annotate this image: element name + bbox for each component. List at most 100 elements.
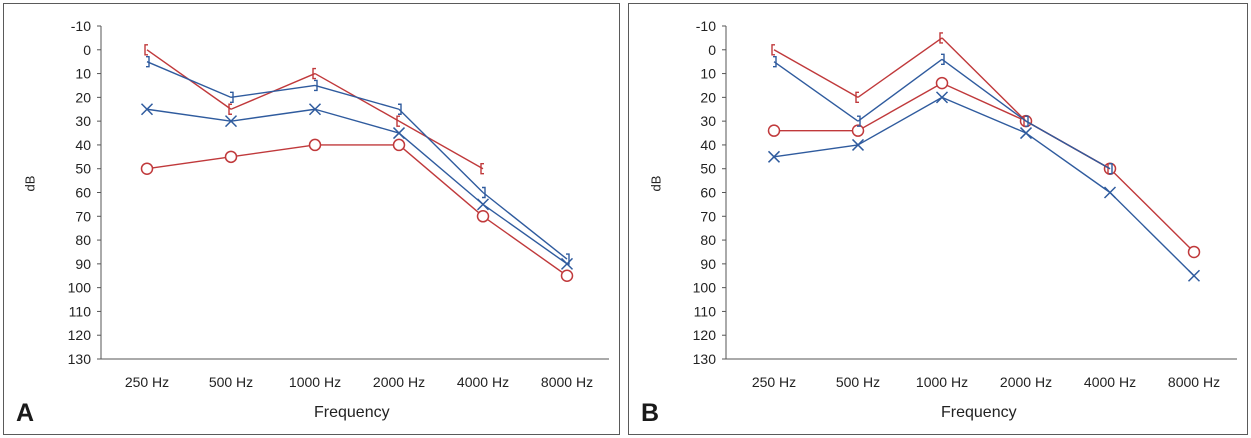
series-line-segment (230, 84, 316, 99)
bracket-right-marker (1109, 163, 1113, 175)
x-marker-stroke (1187, 269, 1201, 282)
x-axis-label-a: Frequency (314, 404, 390, 421)
y-tick-label: 110 (69, 303, 92, 319)
x-marker (140, 103, 154, 116)
x-marker (1103, 186, 1117, 199)
x-marker-stroke (392, 127, 406, 140)
y-tick-label: 0 (708, 42, 716, 58)
series-line-segment (1025, 120, 1111, 170)
bracket-left-marker (480, 163, 484, 175)
bracket-left-marker (144, 44, 148, 56)
circle-marker (224, 150, 238, 164)
series-line-segment (146, 61, 232, 99)
y-tick-label: 60 (75, 185, 91, 201)
x-marker-stroke (1019, 127, 1033, 140)
x-marker-stroke (476, 198, 490, 211)
series-line-segment (857, 82, 943, 132)
bracket-right-marker (482, 186, 486, 199)
panel-letter-b: B (641, 399, 660, 427)
series-line-segment (1109, 168, 1195, 253)
bracket-right-marker (314, 79, 318, 92)
circle-marker (767, 124, 781, 137)
y-tick-label: 10 (700, 66, 716, 82)
series-line-segment (1109, 192, 1195, 277)
x-tick-label: 8000 Hz (1168, 374, 1220, 390)
y-tick-label: 0 (83, 42, 91, 58)
x-marker (392, 127, 406, 140)
bracket-right-marker (941, 53, 945, 65)
bracket-left-marker (855, 91, 859, 104)
y-tick-label: 50 (75, 161, 91, 177)
bracket-left-marker (396, 115, 400, 127)
y-tick-label: 130 (693, 351, 717, 367)
y-tick-label: 100 (68, 280, 92, 296)
y-tick-label: 130 (68, 351, 92, 367)
y-tick-label: 20 (75, 89, 91, 105)
y-tick-label: 60 (700, 185, 716, 201)
y-tick-label: 50 (700, 161, 716, 177)
series-line-segment (314, 108, 400, 134)
series-line-segment (773, 144, 859, 158)
series-line-segment (482, 215, 568, 277)
circle-marker (851, 124, 865, 137)
y-tick-label: 30 (700, 113, 716, 129)
y-tick-label: 80 (75, 232, 91, 248)
bracket-right-marker (146, 55, 150, 68)
y-tick-label: 40 (75, 137, 91, 153)
y-axis-label-a: dB (22, 175, 38, 192)
x-marker-stroke (935, 91, 949, 104)
y-tick-label: 100 (693, 280, 717, 296)
bracket-right-marker (773, 55, 777, 68)
panel-letter-a: A (16, 399, 35, 427)
series-line-segment (857, 58, 943, 122)
x-tick-label: 500 Hz (836, 374, 880, 390)
x-marker-stroke (851, 138, 865, 151)
bracket-right-marker (566, 253, 570, 265)
y-tick-label: 90 (700, 256, 716, 272)
x-marker-stroke (224, 115, 238, 128)
series-line-segment (1025, 132, 1111, 194)
series-line-segment (941, 82, 1027, 122)
x-marker (308, 103, 322, 116)
y-tick-label: 110 (694, 303, 717, 319)
audiogram-chart-b: -10 0 10 20 30 40 50 60 70 80 90 100 110 120 130 250 Hz… (693, 18, 1237, 390)
y-tick-label: 120 (68, 327, 92, 343)
series-line-segment (146, 156, 232, 170)
series-line-segment (314, 84, 400, 110)
circle-marker (935, 76, 949, 90)
x-marker (851, 138, 865, 151)
series-line-segment (482, 191, 568, 260)
series-line-segment (482, 203, 568, 265)
series-line-segment (773, 49, 859, 98)
y-tick-label: -10 (71, 18, 91, 34)
x-marker-stroke (308, 103, 322, 116)
bracket-left-marker (312, 67, 316, 80)
series-line-segment (146, 108, 232, 122)
bracket-right-marker (230, 91, 234, 104)
x-tick-label: 4000 Hz (457, 374, 509, 390)
bracket-left-marker (228, 103, 232, 115)
bracket-right-marker (857, 115, 861, 127)
x-marker (1019, 127, 1033, 140)
series-line-segment (941, 58, 1027, 122)
bracket-right-marker (398, 103, 402, 115)
chart-panel-a: -10 0 10 20 30 40 50 60 70 80 90 100 110 120 130 250 Hz… (3, 3, 620, 435)
series-line-segment (398, 120, 484, 170)
x-marker (767, 150, 781, 163)
series-line-segment (230, 108, 316, 122)
x-tick-label: 2000 Hz (373, 374, 425, 390)
y-tick-label: 20 (700, 89, 716, 105)
circle-marker (392, 138, 406, 152)
y-tick-label: 70 (700, 208, 716, 224)
bracket-left-marker (771, 44, 775, 56)
y-tick-label: 90 (75, 256, 91, 272)
circle-marker (476, 210, 490, 223)
y-tick-label: 40 (700, 137, 716, 153)
x-marker-stroke (767, 150, 781, 163)
series-line-segment (398, 132, 484, 205)
y-tick-label: 80 (700, 232, 716, 248)
x-tick-label: 1000 Hz (289, 374, 341, 390)
series-line-segment (857, 96, 943, 146)
series-line-segment (941, 96, 1027, 134)
series-line-segment (398, 144, 484, 217)
